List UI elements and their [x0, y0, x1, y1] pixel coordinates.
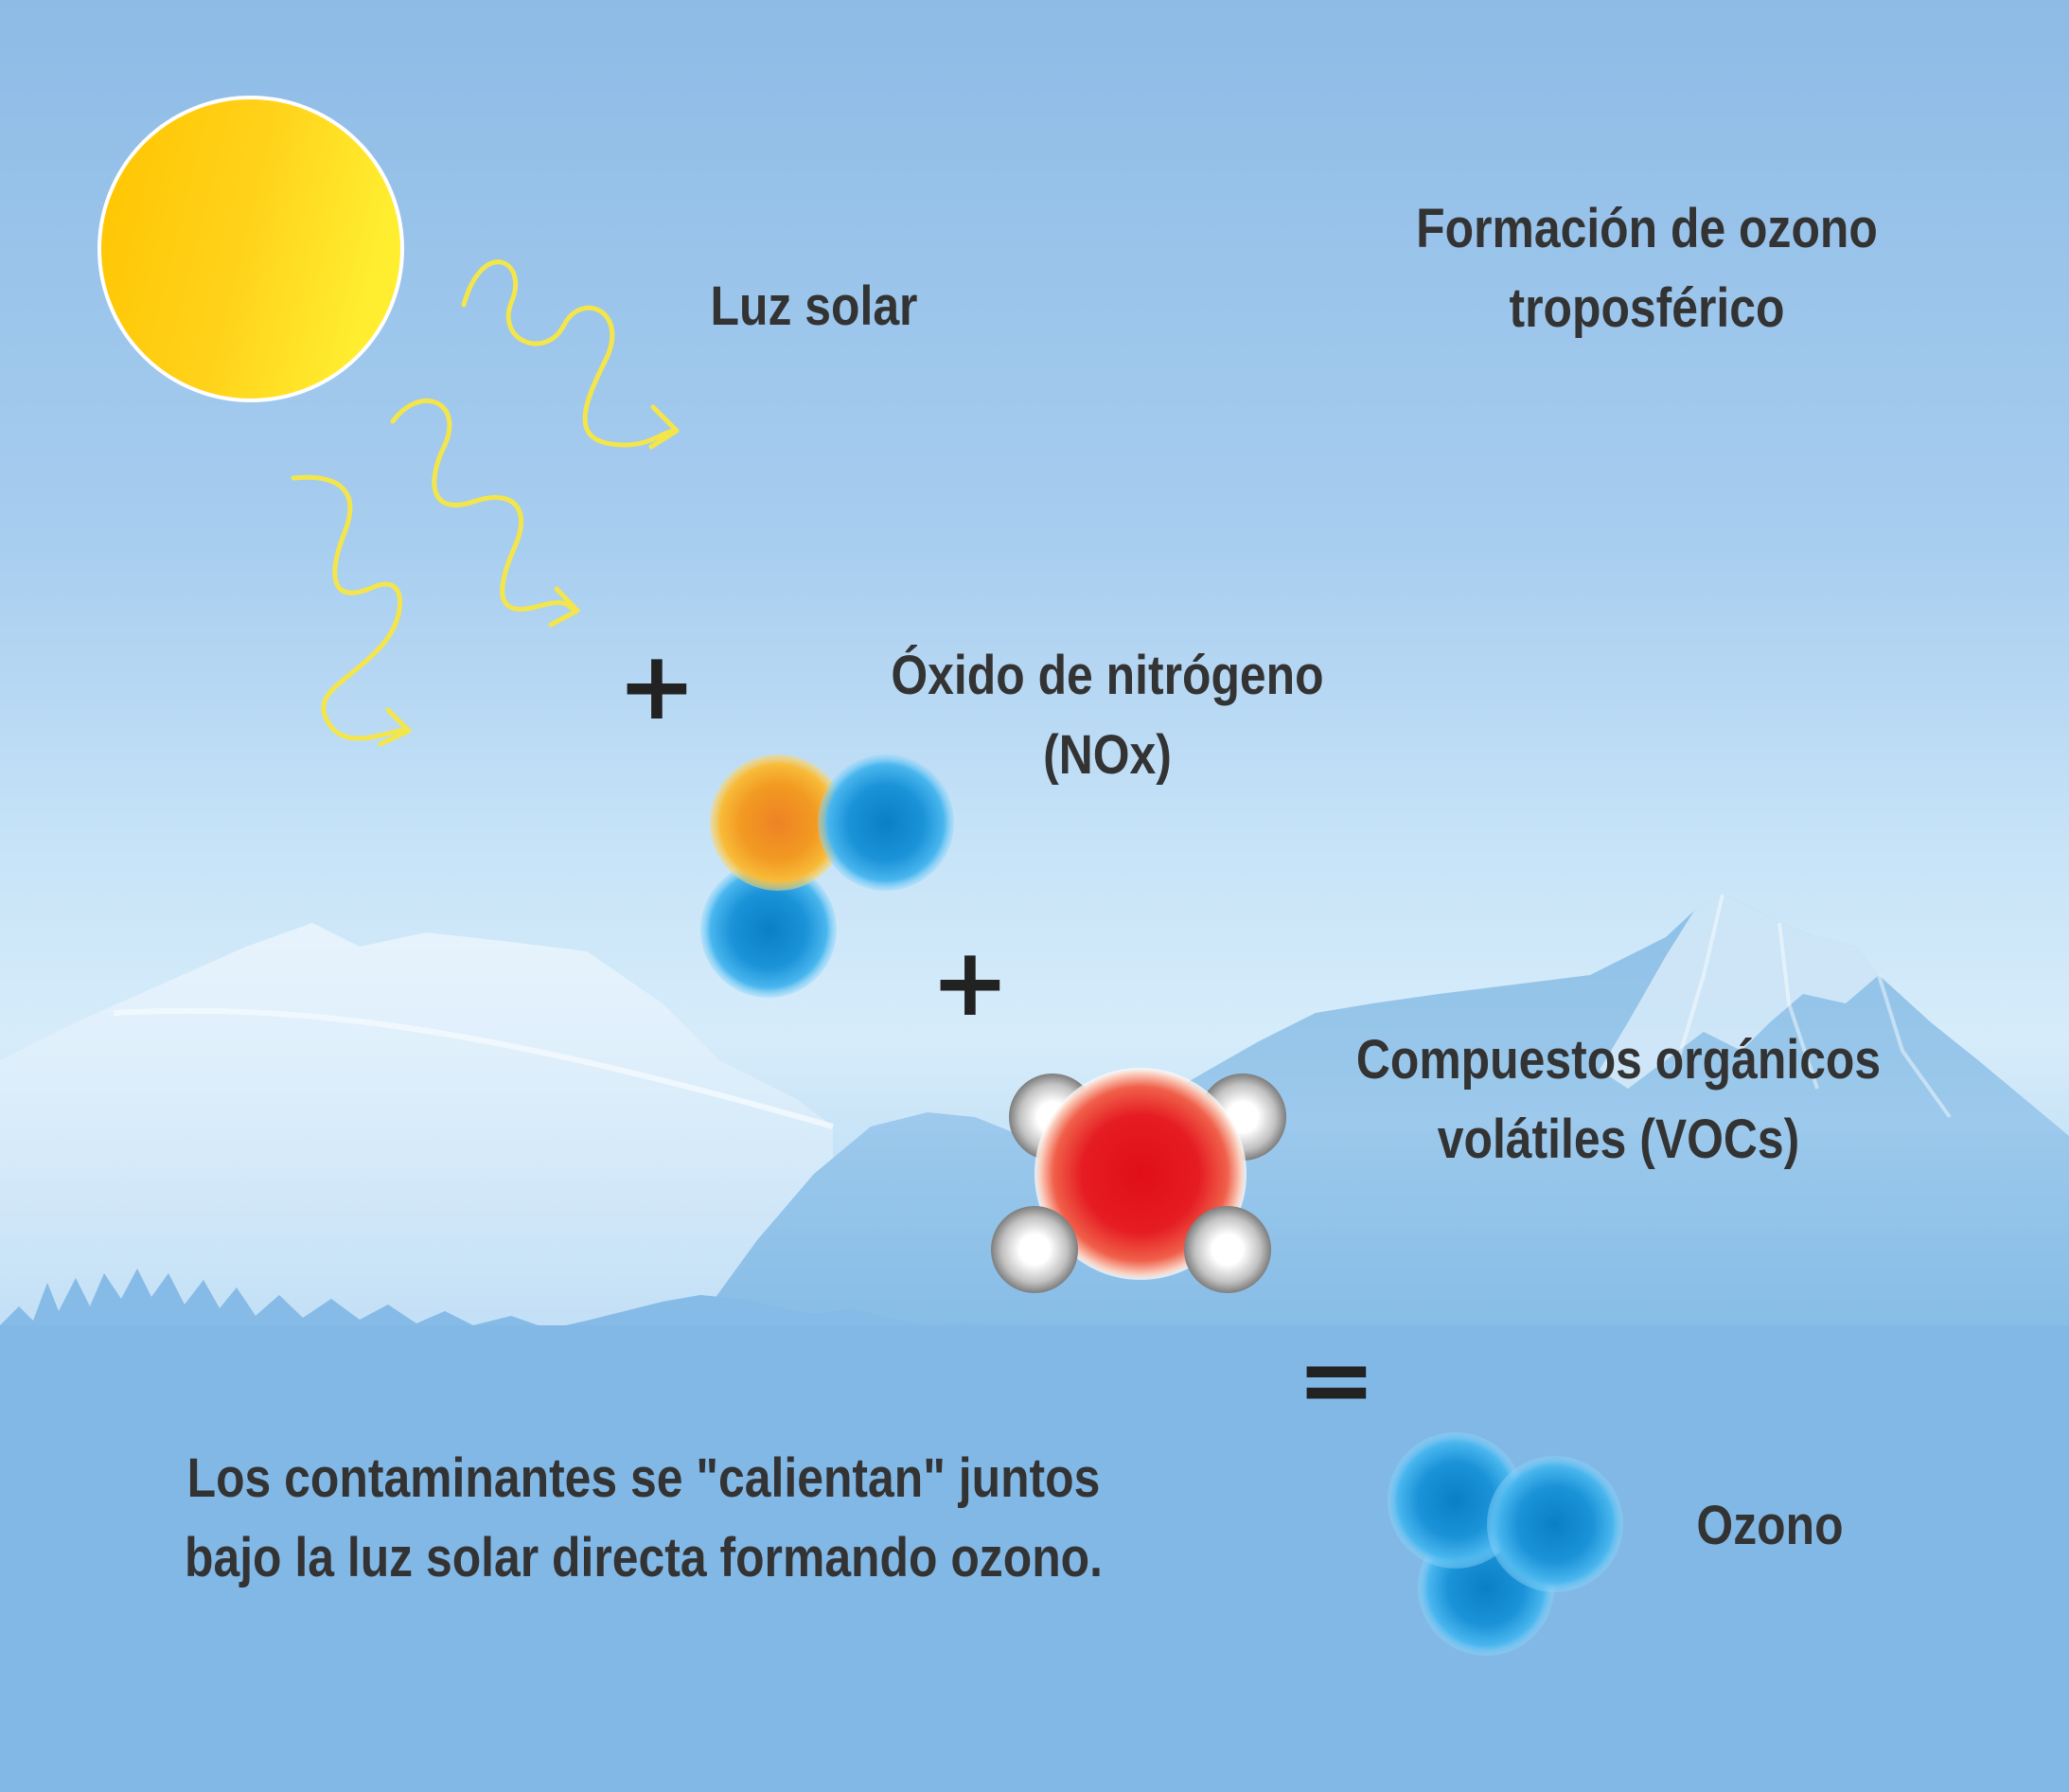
- voc-hydrogen-atom-bottom-left: [991, 1206, 1078, 1293]
- vocs-label-line-1: Compuestos orgánicos: [1355, 1029, 1882, 1091]
- vocs-label: Compuestos orgánicos volátiles (VOCs): [1301, 1020, 1936, 1180]
- diagram-title-line-1: Formación de ozono: [1416, 198, 1878, 259]
- caption-line-2: bajo la luz solar directa formando ozono…: [184, 1527, 1103, 1588]
- light-wave-3-arrowhead: [378, 707, 412, 747]
- distant-snow-ridge: [113, 1007, 834, 1129]
- light-wave-2: [390, 398, 580, 613]
- mountain-ridge-lines: [1673, 894, 1952, 1119]
- explanation-caption: Los contaminantes se "calientan" juntos …: [139, 1439, 1148, 1598]
- sunlight-waves: [291, 259, 680, 747]
- plus-sign-nox: +: [617, 630, 697, 741]
- diagram-title: Formación de ozono troposférico: [1353, 189, 1939, 348]
- light-wave-3: [291, 474, 410, 741]
- ozone-molecule: [1388, 1432, 1623, 1656]
- nox-nitrogen-atom: [710, 754, 846, 891]
- nox-molecule: [700, 754, 954, 998]
- nox-label-line-1: Óxido de nitrógeno: [891, 645, 1324, 706]
- light-wave-2-arrowhead: [548, 586, 580, 628]
- light-wave-1: [461, 259, 680, 448]
- diagram-title-line-2: troposférico: [1509, 277, 1785, 339]
- ozone-oxygen-atom-right: [1487, 1456, 1623, 1592]
- nox-label: Óxido de nitrógeno (NOx): [822, 636, 1392, 795]
- foreground-haze: [0, 1325, 2069, 1792]
- nox-label-line-2: (NOx): [1043, 724, 1172, 786]
- nox-oxygen-atom-bottom: [700, 861, 837, 998]
- equals-sign: =: [1297, 1324, 1376, 1435]
- ozone-label: Ozono: [1696, 1495, 1844, 1556]
- vocs-label-line-2: volátiles (VOCs): [1437, 1109, 1800, 1170]
- sunlight-label: Luz solar: [710, 275, 918, 337]
- distant-mountains: [0, 923, 833, 1344]
- voc-hydrogen-atom-bottom-right: [1184, 1206, 1271, 1293]
- mountain-snow-highlight: [1600, 895, 1879, 1089]
- nox-oxygen-atom-right: [818, 754, 954, 891]
- voc-molecule: [991, 1068, 1286, 1293]
- sun-icon: [97, 96, 404, 402]
- light-wave-1-arrowhead: [648, 404, 680, 450]
- caption-line-1: Los contaminantes se "calientan" juntos: [186, 1447, 1101, 1509]
- plus-sign-voc: +: [930, 927, 1010, 1038]
